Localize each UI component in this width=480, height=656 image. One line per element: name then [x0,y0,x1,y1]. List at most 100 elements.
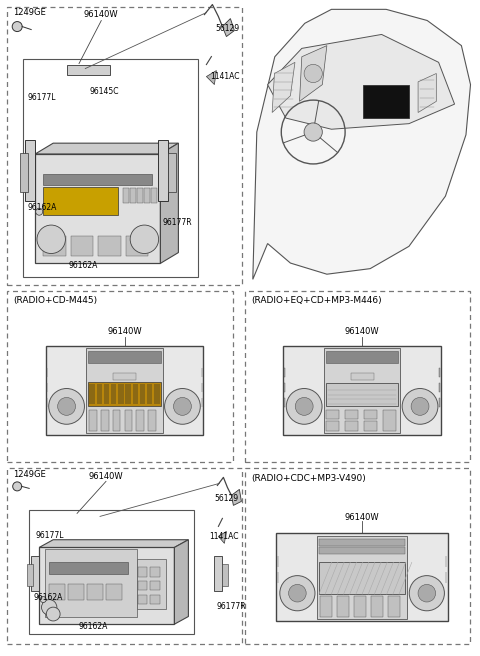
Polygon shape [218,531,227,543]
Bar [43,187,118,215]
Bar [27,564,33,586]
Bar [388,596,400,617]
Text: 96177R: 96177R [216,602,246,611]
Bar [137,188,143,203]
Circle shape [280,575,315,611]
Text: 96177L: 96177L [35,531,64,540]
Circle shape [165,388,200,424]
Bar [123,188,129,203]
Bar [276,533,448,621]
Text: 96162A: 96162A [79,622,108,630]
Bar [71,236,93,256]
Bar [245,468,470,644]
Bar [150,567,159,577]
Bar [67,64,110,75]
Bar [113,409,120,431]
Text: 96140W: 96140W [89,472,123,481]
Bar [168,153,176,192]
Text: 1141AC: 1141AC [210,72,240,81]
Circle shape [173,398,192,415]
Bar [148,409,156,431]
Bar [222,564,228,586]
Bar [47,398,48,407]
Bar [138,595,147,604]
Circle shape [402,388,438,424]
Bar [215,556,222,591]
Circle shape [12,22,22,31]
Polygon shape [253,9,470,279]
Text: 96177R: 96177R [162,218,192,227]
Bar [147,384,152,403]
Circle shape [48,388,84,424]
Bar [46,346,204,435]
Bar [25,140,35,201]
Bar [29,510,194,634]
Bar [49,584,65,600]
Polygon shape [39,540,188,547]
Polygon shape [160,143,179,263]
Circle shape [37,225,65,253]
Circle shape [12,482,22,491]
Bar [138,567,147,577]
Bar [351,373,373,380]
Bar [126,236,148,256]
Text: (RADIO+EQ+CD+MP3-M446): (RADIO+EQ+CD+MP3-M446) [251,296,382,305]
Polygon shape [222,18,234,37]
Bar [89,384,95,403]
Bar [144,188,150,203]
Bar [319,547,405,554]
Bar [101,409,108,431]
Circle shape [36,208,43,215]
Bar [7,468,242,644]
Bar [47,368,48,377]
Bar [439,398,440,407]
Circle shape [304,64,323,83]
Bar [326,351,398,363]
Bar [111,384,116,403]
Polygon shape [206,71,216,85]
Bar [319,539,405,546]
Bar [20,153,28,192]
Text: 56129: 56129 [214,494,239,503]
Bar [86,348,163,433]
Bar [363,85,409,118]
Bar [89,409,97,431]
Bar [68,584,84,600]
Text: 96140W: 96140W [345,513,379,522]
Bar [151,188,156,203]
Circle shape [304,123,323,141]
Text: (RADIO+CD-M445): (RADIO+CD-M445) [13,296,97,305]
Bar [47,383,48,392]
Bar [31,556,39,591]
Polygon shape [418,73,436,113]
Bar [371,596,383,617]
Text: 1141AC: 1141AC [209,532,239,541]
Bar [245,291,470,462]
Bar [158,140,168,201]
Text: 56129: 56129 [215,24,240,33]
Bar [345,409,358,419]
Bar [98,236,121,256]
Bar [132,384,138,403]
Text: 96162A: 96162A [27,203,57,212]
Circle shape [409,575,444,611]
Bar [150,595,159,604]
Bar [439,368,440,377]
Bar [113,373,136,380]
Bar [324,348,400,433]
Polygon shape [174,540,188,625]
Bar [87,584,103,600]
Bar [45,549,137,617]
Bar [136,559,166,609]
Bar [106,584,122,600]
Polygon shape [272,62,295,113]
Bar [130,188,136,203]
Circle shape [42,600,57,615]
Bar [138,581,147,590]
Bar [23,58,198,277]
Text: 96145C: 96145C [90,87,119,96]
Bar [43,236,66,256]
Bar [283,346,441,435]
Bar [88,351,161,363]
Circle shape [411,398,429,415]
